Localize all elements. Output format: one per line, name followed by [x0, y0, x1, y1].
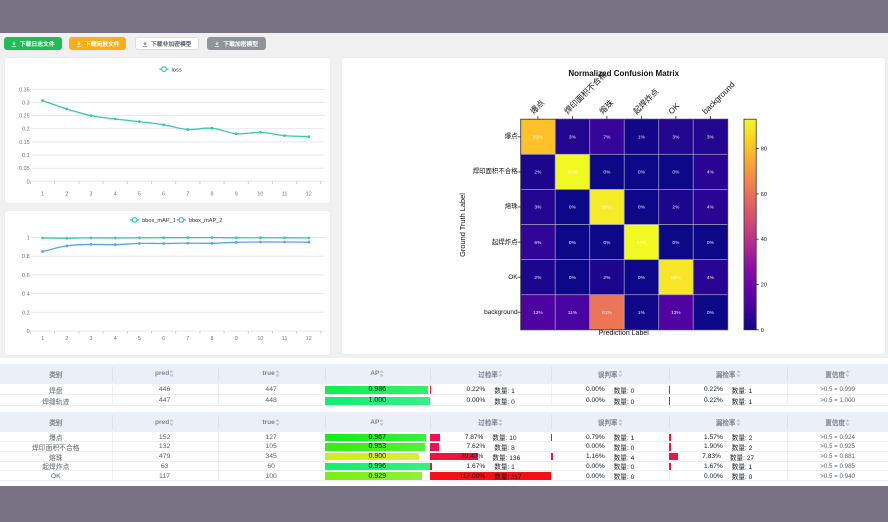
svg-text:2%: 2%: [534, 275, 542, 281]
svg-text:4%: 4%: [706, 205, 714, 211]
svg-text:1%: 1%: [637, 310, 645, 316]
svg-text:9: 9: [234, 192, 237, 198]
svg-text:6%: 6%: [534, 240, 542, 246]
svg-text:0.8: 0.8: [22, 254, 30, 260]
svg-text:7: 7: [186, 336, 189, 342]
svg-text:2: 2: [65, 336, 68, 342]
svg-text:2%: 2%: [672, 205, 680, 211]
svg-text:40: 40: [760, 237, 766, 243]
svg-text:0.1: 0.1: [22, 153, 30, 159]
svg-text:93%: 93%: [636, 240, 646, 246]
svg-text:3%: 3%: [568, 135, 576, 141]
svg-text:2: 2: [65, 192, 68, 198]
svg-text:0%: 0%: [568, 205, 576, 211]
svg-text:3%: 3%: [706, 135, 714, 141]
svg-text:0.05: 0.05: [19, 166, 30, 172]
svg-text:0.25: 0.25: [19, 114, 30, 120]
svg-text:13%: 13%: [671, 310, 681, 316]
svg-text:89%: 89%: [671, 275, 681, 281]
svg-text:3: 3: [89, 336, 92, 342]
svg-text:10: 10: [257, 192, 263, 198]
svg-text:0.6: 0.6: [22, 273, 30, 279]
svg-text:loss: loss: [171, 67, 181, 73]
svg-text:4: 4: [113, 336, 116, 342]
svg-text:0%: 0%: [603, 240, 611, 246]
svg-text:4%: 4%: [706, 275, 714, 281]
svg-text:0.2: 0.2: [22, 310, 30, 316]
svg-text:11%: 11%: [567, 310, 577, 316]
svg-text:12: 12: [305, 336, 311, 342]
svg-text:4%: 4%: [706, 170, 714, 176]
svg-text:0%: 0%: [568, 275, 576, 281]
svg-text:9: 9: [234, 336, 237, 342]
svg-text:81%: 81%: [533, 135, 543, 141]
svg-text:1: 1: [26, 235, 29, 241]
svg-text:61%: 61%: [602, 310, 612, 316]
svg-text:3%: 3%: [534, 205, 542, 211]
svg-text:bbox_mAP_1: bbox_mAP_1: [142, 218, 176, 224]
svg-text:bbox_mAP_2: bbox_mAP_2: [189, 218, 223, 224]
svg-text:2%: 2%: [603, 275, 611, 281]
svg-text:0: 0: [26, 329, 29, 335]
svg-text:3: 3: [89, 192, 92, 198]
svg-text:11: 11: [281, 192, 287, 198]
svg-text:10: 10: [257, 336, 263, 342]
svg-text:0%: 0%: [672, 240, 680, 246]
svg-text:0.2: 0.2: [22, 127, 30, 133]
svg-text:0.4: 0.4: [22, 291, 30, 297]
svg-text:7: 7: [186, 192, 189, 198]
svg-text:60: 60: [760, 192, 766, 198]
svg-text:0.3: 0.3: [22, 100, 30, 106]
svg-text:7%: 7%: [603, 135, 611, 141]
svg-text:0: 0: [760, 328, 763, 334]
svg-text:1%: 1%: [637, 135, 645, 141]
svg-text:8: 8: [210, 192, 213, 198]
svg-text:12: 12: [305, 192, 311, 198]
svg-text:0%: 0%: [706, 240, 714, 246]
svg-text:8: 8: [210, 336, 213, 342]
svg-text:0: 0: [26, 179, 29, 185]
svg-text:5: 5: [138, 336, 141, 342]
svg-text:0%: 0%: [603, 170, 611, 176]
svg-text:6: 6: [162, 192, 165, 198]
svg-text:0%: 0%: [637, 205, 645, 211]
svg-text:0.15: 0.15: [19, 140, 30, 146]
svg-text:1: 1: [41, 192, 44, 198]
svg-text:2%: 2%: [534, 170, 542, 176]
svg-text:0%: 0%: [637, 170, 645, 176]
svg-text:0%: 0%: [672, 170, 680, 176]
svg-text:6: 6: [162, 336, 165, 342]
svg-text:0%: 0%: [568, 240, 576, 246]
svg-text:0.35: 0.35: [19, 87, 30, 93]
svg-text:0%: 0%: [637, 275, 645, 281]
svg-text:4: 4: [113, 192, 116, 198]
svg-text:5: 5: [138, 192, 141, 198]
svg-text:80: 80: [760, 147, 766, 153]
svg-text:12%: 12%: [533, 310, 543, 316]
svg-text:0%: 0%: [706, 310, 714, 316]
svg-text:90%: 90%: [602, 205, 612, 211]
svg-text:11: 11: [281, 336, 287, 342]
svg-text:1: 1: [41, 336, 44, 342]
svg-text:93%: 93%: [567, 170, 577, 176]
svg-text:20: 20: [760, 283, 766, 289]
svg-text:3%: 3%: [672, 135, 680, 141]
